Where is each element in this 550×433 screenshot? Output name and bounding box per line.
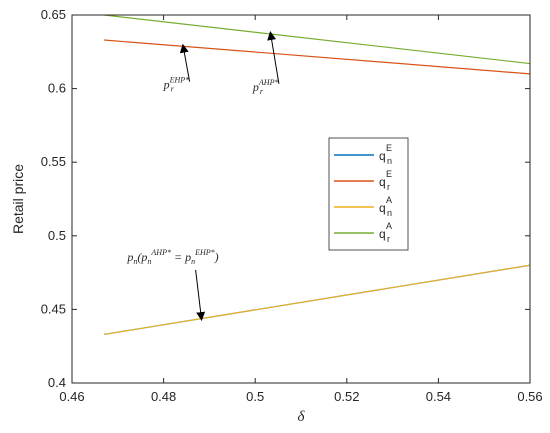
annotation-label: pn(pnAHP* = pnEHP*) — [126, 248, 218, 266]
x-tick-label: 0.54 — [426, 389, 451, 404]
ticks-layer: 0.46 0.48 0.5 0.52 0.54 0.56 0.4 0.45 0.5 0.55 0.6… — [41, 7, 543, 404]
annotations-layer: pEHP* r pAHP* r pn(pnAHP* = pnEHP*) — [126, 31, 280, 322]
legend-entry-label: qnE — [379, 143, 392, 166]
x-tick-label: 0.48 — [151, 389, 176, 404]
y-tick-label: 0.45 — [41, 301, 66, 316]
plot-frame — [71, 14, 531, 384]
x-tick-label: 0.5 — [246, 389, 264, 404]
series-line-r-e — [104, 39, 531, 75]
y-axis-label: Retail price — [10, 164, 26, 234]
annotation-arrow — [267, 31, 280, 84]
legend: qnE qrE qnA qrA — [328, 137, 409, 251]
x-axis-label: δ — [298, 409, 306, 425]
y-tick-label: 0.5 — [48, 228, 66, 243]
y-tick-label: 0.65 — [41, 7, 66, 22]
y-tick-label: 0.55 — [41, 154, 66, 169]
annotation-label: pEHP* r — [163, 76, 190, 94]
x-tick-label: 0.52 — [334, 389, 359, 404]
legend-box — [328, 137, 409, 251]
annotation-label: pAHP* r — [252, 78, 279, 96]
x-tick-label: 0.56 — [517, 389, 542, 404]
series-line-n-a — [103, 264, 531, 336]
legend-entry-label: qnA — [379, 195, 392, 218]
x-tick-label: 0.46 — [59, 389, 84, 404]
legend-entry-label: qrE — [379, 169, 392, 192]
y-tick-label: 0.4 — [48, 375, 66, 390]
y-tick-label: 0.6 — [48, 81, 66, 96]
series-layer — [103, 14, 531, 336]
legend-entry-label: qrA — [379, 221, 392, 244]
annotation-arrow — [179, 43, 191, 82]
annotation-arrow — [195, 269, 206, 322]
series-line-r-a — [103, 14, 531, 65]
